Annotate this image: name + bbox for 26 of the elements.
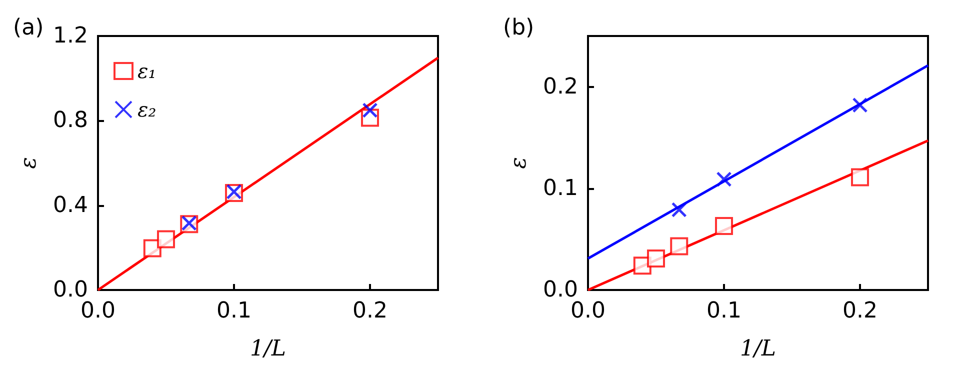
point bbox=[157, 230, 175, 248]
y-tick-label: 1.2 bbox=[53, 24, 88, 48]
x-tick-label: 0.2 bbox=[842, 298, 878, 324]
chart-title: (b) bbox=[503, 16, 534, 40]
point bbox=[670, 237, 688, 256]
x-tick-label: 0.2 bbox=[352, 298, 388, 324]
y-tick-label: 0.4 bbox=[53, 192, 88, 218]
x-tick-label: 0.1 bbox=[706, 298, 742, 324]
y-tick-label: 0.1 bbox=[543, 176, 578, 201]
x-axis-title: 1/L bbox=[740, 336, 776, 362]
x-axis-title: 1/L bbox=[250, 336, 286, 362]
chart-title: (a) bbox=[13, 16, 44, 40]
y-axis-title: ε bbox=[506, 157, 532, 169]
point bbox=[851, 168, 869, 186]
legend-label: ε₂ bbox=[138, 98, 156, 122]
point bbox=[716, 172, 732, 188]
point bbox=[647, 250, 665, 268]
legend-label: ε₁ bbox=[138, 59, 156, 83]
point bbox=[715, 216, 733, 235]
y-tick-label: 0.2 bbox=[543, 74, 578, 100]
point bbox=[852, 97, 868, 113]
y-tick-label: 0.8 bbox=[53, 108, 88, 134]
x-tick-label: 0.1 bbox=[216, 298, 252, 324]
point bbox=[362, 102, 378, 118]
y-axis-title: ε bbox=[16, 157, 42, 169]
point bbox=[671, 202, 687, 218]
